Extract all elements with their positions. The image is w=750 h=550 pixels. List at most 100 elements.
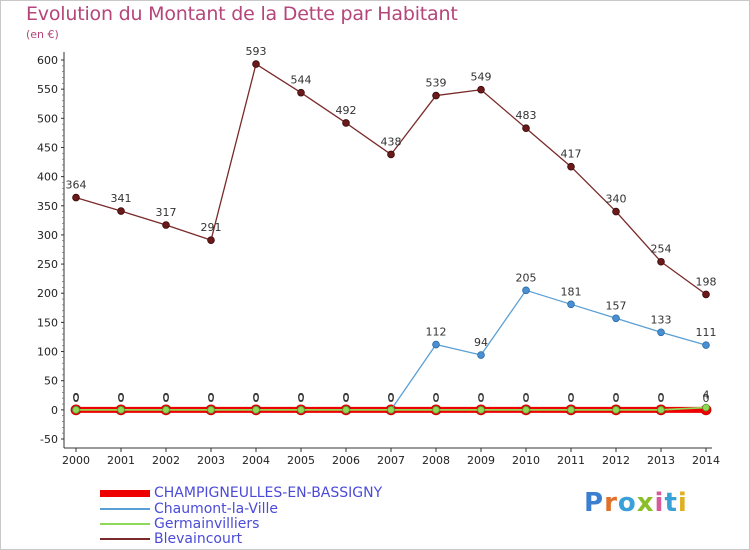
- data-label: 0: [343, 391, 350, 404]
- data-point: [297, 406, 305, 414]
- y-tick-label: 250: [37, 258, 58, 271]
- logo-letter: i: [654, 488, 665, 518]
- data-point: [207, 406, 215, 414]
- data-label: 0: [163, 391, 170, 404]
- legend-label-germainvilliers: Germainvilliers: [154, 516, 260, 532]
- data-point: [657, 328, 665, 337]
- data-label: 0: [568, 391, 575, 404]
- y-tick-label: 100: [37, 346, 58, 359]
- data-label: 0: [523, 391, 530, 404]
- data-label: 205: [516, 271, 537, 284]
- data-label: 0: [253, 391, 260, 404]
- data-point: [432, 406, 440, 414]
- data-label: 0: [163, 392, 170, 405]
- x-tick-label: 2011: [557, 454, 585, 467]
- series-line-3: [75, 63, 707, 295]
- x-tick-label: 2000: [62, 454, 90, 467]
- data-point: [477, 351, 485, 359]
- legend-label-champigneulles: CHAMPIGNEULLES-EN-BASSIGNY: [154, 485, 383, 501]
- data-label: 539: [426, 77, 447, 90]
- data-label: 0: [118, 391, 125, 404]
- data-label: 157: [606, 299, 627, 312]
- data-label: 417: [561, 148, 582, 161]
- data-label: 0: [613, 392, 620, 405]
- x-tick-label: 2005: [287, 454, 315, 467]
- data-point: [72, 193, 80, 202]
- data-label: 0: [433, 392, 440, 405]
- data-point: [702, 290, 710, 299]
- data-label: 0: [388, 392, 395, 405]
- data-point: [612, 314, 620, 323]
- data-label: 593: [246, 45, 267, 58]
- data-point: [567, 162, 575, 171]
- y-tick-label: 400: [37, 171, 58, 184]
- data-label: 0: [298, 391, 305, 404]
- legend-item-champigneulles: CHAMPIGNEULLES-EN-BASSIGNY: [100, 486, 382, 500]
- data-label: 0: [388, 391, 395, 404]
- x-tick-label: 2008: [422, 454, 450, 467]
- data-point: [252, 60, 260, 68]
- data-label: 0: [658, 392, 665, 405]
- data-label: 483: [516, 109, 537, 122]
- data-point: [117, 406, 125, 414]
- legend-swatch-germainvilliers: [100, 523, 150, 525]
- data-point: [342, 406, 350, 414]
- data-label: 291: [201, 221, 222, 234]
- x-tick-label: 2009: [467, 454, 495, 467]
- legend-item-chaumont: Chaumont-la-Ville: [100, 502, 278, 516]
- data-label: 0: [118, 391, 125, 404]
- y-tick-label: 500: [37, 112, 58, 125]
- data-label: 0: [73, 392, 80, 405]
- x-tick-label: 2014: [692, 454, 720, 467]
- x-tick-label: 2002: [152, 454, 180, 467]
- data-label: 492: [336, 104, 357, 117]
- data-point: [477, 406, 485, 414]
- data-point: [567, 300, 575, 309]
- data-label: 133: [651, 313, 672, 326]
- data-label: 181: [561, 285, 582, 298]
- data-point: [612, 406, 620, 414]
- data-point: [117, 207, 125, 215]
- x-tick-label: 2010: [512, 454, 540, 467]
- data-point: [657, 406, 665, 414]
- data-label: 0: [253, 392, 260, 405]
- data-label: 0: [298, 392, 305, 405]
- data-point: [522, 406, 530, 414]
- data-label: 0: [523, 392, 530, 405]
- y-tick-label: 0: [51, 404, 58, 417]
- y-tick-label: 200: [37, 287, 58, 300]
- legend-item-germainvilliers: Germainvilliers: [100, 517, 259, 531]
- data-point: [702, 341, 710, 349]
- data-point: [162, 406, 170, 414]
- data-label: 0: [613, 391, 620, 404]
- data-label: 4: [703, 389, 710, 402]
- logo-letter: o: [617, 488, 637, 518]
- logo-letter: t: [664, 488, 678, 518]
- data-point: [702, 403, 710, 412]
- x-tick-label: 2013: [647, 454, 675, 467]
- data-label: 254: [651, 243, 672, 256]
- data-label: 112: [426, 326, 447, 339]
- data-point: [387, 150, 395, 159]
- x-tick-label: 2012: [602, 454, 630, 467]
- data-point: [207, 236, 215, 244]
- data-label: 438: [381, 135, 402, 148]
- data-label: 0: [568, 392, 575, 405]
- data-label: 0: [433, 391, 440, 404]
- data-label: 0: [298, 391, 305, 404]
- data-label: 0: [208, 392, 215, 405]
- chart-unit: (en €): [26, 28, 59, 41]
- logo-letter: r: [604, 488, 618, 518]
- logo-letter: P: [584, 488, 605, 518]
- data-label: 0: [208, 391, 215, 404]
- data-label: 341: [111, 192, 132, 205]
- x-tick-label: 2006: [332, 454, 360, 467]
- data-point: [522, 124, 530, 133]
- data-point: [432, 340, 440, 349]
- data-label: 0: [703, 392, 710, 405]
- data-point: [612, 207, 620, 216]
- data-point: [432, 91, 440, 100]
- data-label: 94: [474, 336, 488, 349]
